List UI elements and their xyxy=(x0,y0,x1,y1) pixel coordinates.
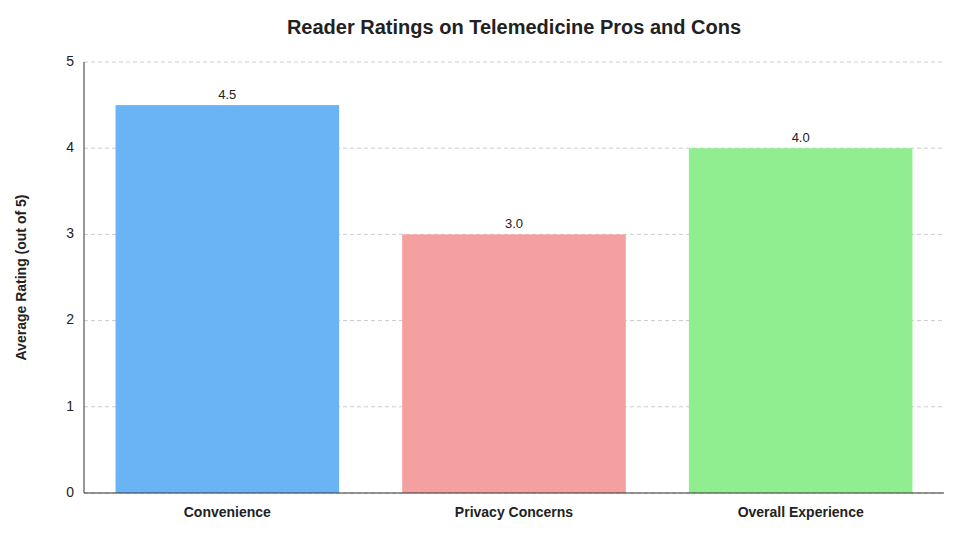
y-tick-label: 1 xyxy=(66,398,74,414)
y-axis-line xyxy=(84,62,85,493)
bar xyxy=(402,234,626,493)
y-axis-label: Average Rating (out of 5) xyxy=(13,195,29,361)
background xyxy=(0,0,968,545)
x-tick-label: Overall Experience xyxy=(738,504,864,520)
x-tick-label: Privacy Concerns xyxy=(455,504,573,520)
y-tick-label: 5 xyxy=(66,53,74,69)
grid-line xyxy=(84,62,944,63)
bars xyxy=(116,105,913,493)
title: Reader Ratings on Telemedicine Pros and … xyxy=(287,16,741,38)
x-axis-line xyxy=(84,493,944,494)
data-label: 4.5 xyxy=(218,87,236,102)
bar xyxy=(116,105,340,493)
y-tick-label: 4 xyxy=(66,139,74,155)
y-tick-label: 3 xyxy=(66,225,74,241)
grid-line xyxy=(84,493,944,494)
y-tick-label: 2 xyxy=(66,311,74,327)
data-label: 4.0 xyxy=(792,130,810,145)
chart: 0 1 2 3 4 5 4.5 3.0 4.0 Convenience Privacy Concer… xyxy=(0,0,968,545)
data-label: 3.0 xyxy=(505,216,523,231)
x-tick-label: Convenience xyxy=(184,504,271,520)
y-tick-label: 0 xyxy=(66,484,74,500)
bar xyxy=(689,148,913,493)
grid xyxy=(84,62,944,493)
